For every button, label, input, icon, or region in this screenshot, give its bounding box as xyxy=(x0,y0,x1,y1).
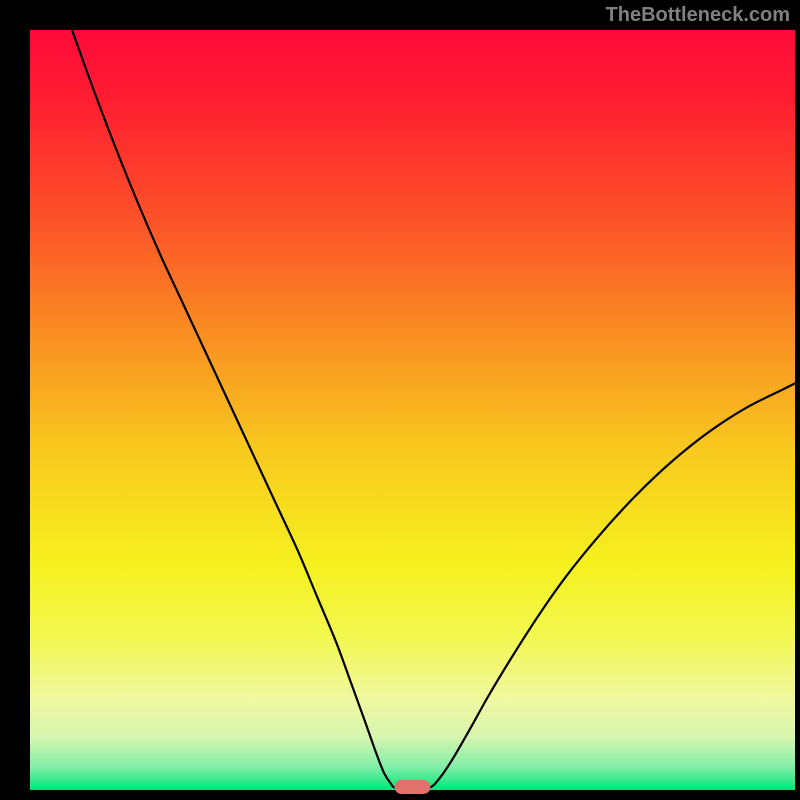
bottleneck-chart xyxy=(0,0,800,800)
chart-container: TheBottleneck.com xyxy=(0,0,800,800)
plot-background xyxy=(30,30,795,790)
watermark-text: TheBottleneck.com xyxy=(606,4,790,27)
optimal-marker xyxy=(395,780,431,794)
